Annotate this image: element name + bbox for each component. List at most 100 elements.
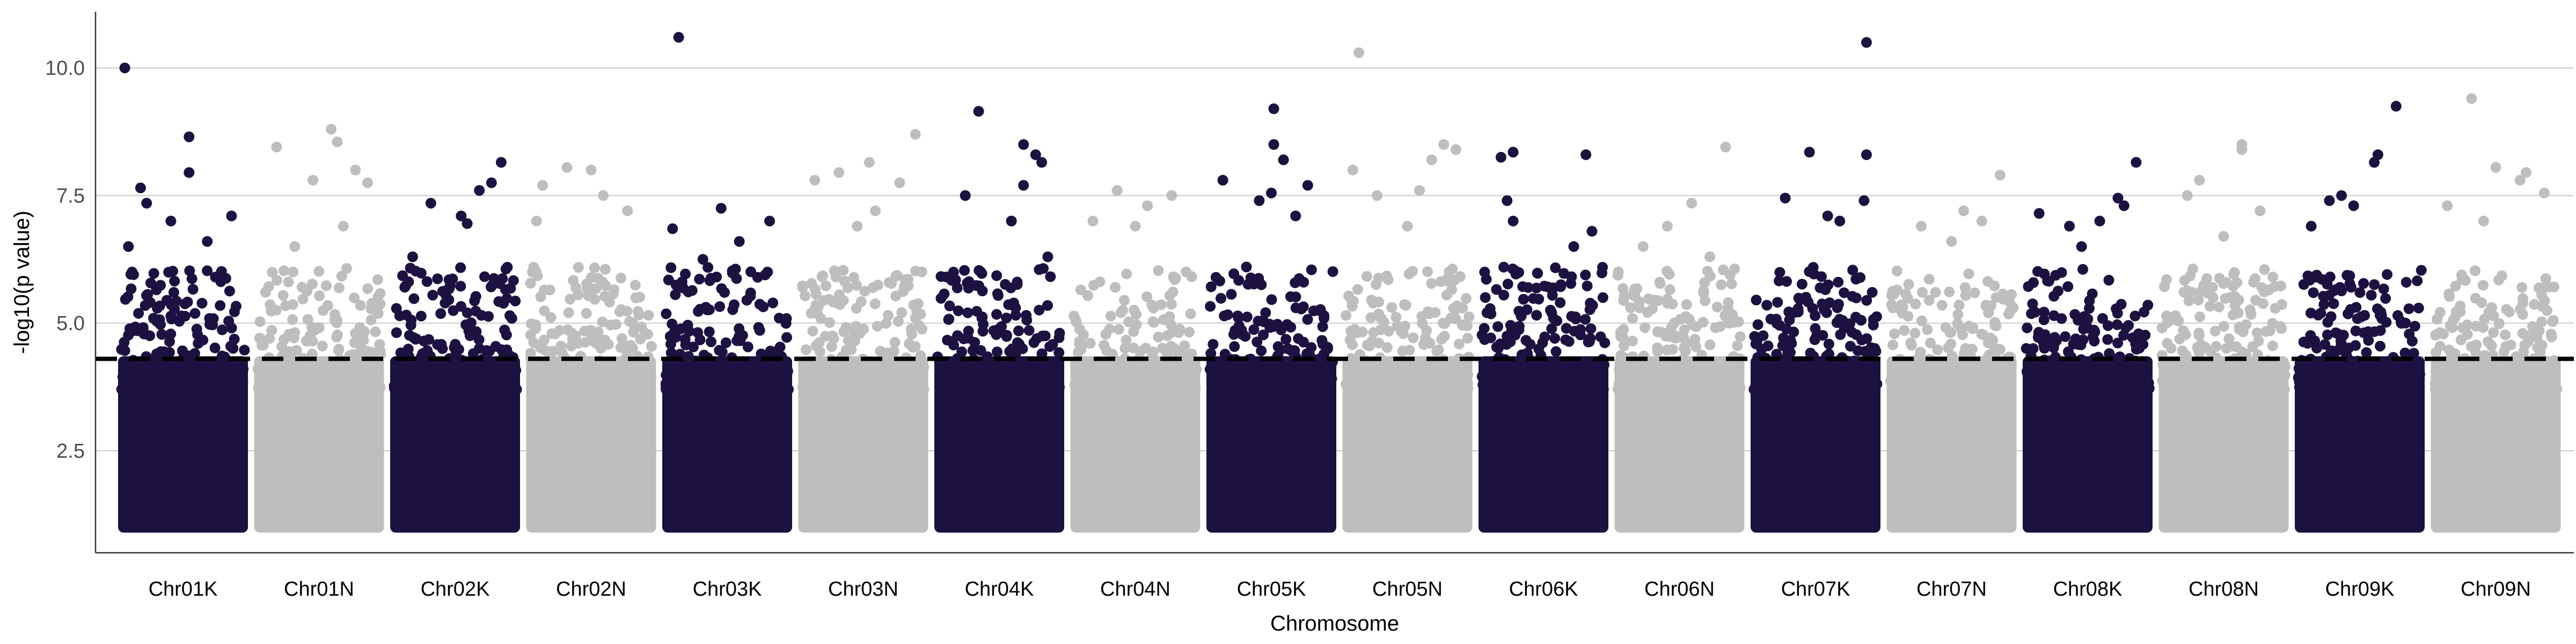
point-Chr03N-50 [872, 358, 883, 370]
top-hit-Chr03K-3 [764, 215, 775, 226]
point-Chr07K-150 [1855, 272, 1866, 283]
point-block-Chr03N [798, 356, 928, 533]
series-Chr07N [1885, 170, 2019, 533]
point-Chr04N-56 [1121, 334, 1132, 346]
point-Chr04N-190 [1166, 299, 1177, 310]
point-Chr05K-218 [1224, 378, 1235, 389]
point-Chr05N-181 [1400, 377, 1411, 389]
point-Chr07N-176 [1923, 383, 1934, 394]
point-Chr04K-210 [991, 383, 1002, 394]
point-Chr08N-209 [2267, 272, 2279, 283]
point-Chr09K-209 [2298, 336, 2309, 348]
point-Chr01K-212 [182, 380, 194, 392]
top-hit-Chr07N-3 [1946, 236, 1957, 247]
point-Chr08K-94 [2139, 306, 2150, 318]
point-Chr06K-170 [1520, 335, 1532, 346]
point-Chr06K-194 [1575, 330, 1586, 341]
point-Chr05K-122 [1216, 292, 1227, 304]
point-Chr07N-219 [1980, 299, 1992, 311]
point-Chr02K-137 [476, 310, 487, 321]
point-Chr04K-115 [1045, 271, 1056, 282]
point-Chr06N-131 [1679, 324, 1690, 335]
top-hit-Chr05N-2 [1438, 139, 1450, 150]
point-Chr01N-189 [352, 371, 363, 383]
point-Chr05K-191 [1233, 275, 1245, 286]
point-Chr09N-149 [2489, 383, 2500, 394]
point-Chr07N-213 [1942, 358, 1953, 369]
point-Chr06K-61 [1550, 346, 1562, 357]
point-Chr04N-184 [1186, 348, 1197, 360]
point-Chr09N-178 [2477, 384, 2488, 395]
point-Chr02N-75 [573, 262, 584, 273]
point-Chr08K-8 [2038, 306, 2050, 318]
point-block-Chr02K [390, 356, 520, 533]
point-Chr05K-203 [1253, 273, 1264, 284]
top-hit-Chr02K-2 [474, 185, 485, 196]
point-Chr03N-177 [869, 298, 881, 310]
point-Chr03K-132 [663, 274, 674, 286]
point-Chr08N-140 [2175, 364, 2186, 376]
point-Chr02N-180 [609, 284, 620, 295]
point-Chr02K-131 [501, 293, 513, 304]
point-Chr05N-138 [1421, 325, 1432, 336]
point-Chr08K-215 [2038, 376, 2049, 387]
series-Chr09K [2293, 100, 2427, 533]
point-Chr01N-199 [254, 316, 266, 327]
point-Chr02N-35 [643, 310, 654, 321]
point-Chr08K-155 [2084, 295, 2095, 306]
point-Chr05K-15 [1306, 264, 1317, 275]
top-hit-Chr09N-1 [2490, 162, 2501, 173]
point-Chr06K-167 [1599, 337, 1611, 348]
point-Chr07K-183 [1850, 329, 1862, 340]
point-Chr04N-214 [1125, 360, 1137, 371]
point-Chr04K-170 [1027, 378, 1038, 389]
top-hit-Chr04N-3 [1087, 215, 1099, 226]
point-Chr09N-191 [2478, 280, 2489, 291]
point-Chr04N-137 [1155, 299, 1167, 310]
point-Chr07N-165 [1899, 325, 1910, 336]
point-Chr06K-12 [1531, 310, 1542, 321]
point-Chr05N-83 [1373, 272, 1384, 283]
point-Chr08K-203 [2061, 382, 2072, 393]
point-Chr03K-137 [781, 383, 793, 394]
point-Chr06K-66 [1546, 323, 1557, 334]
point-Chr01N-156 [314, 290, 325, 302]
point-Chr08N-94 [2223, 364, 2235, 375]
point-Chr01K-148 [133, 308, 144, 319]
point-Chr02K-65 [415, 310, 427, 321]
point-Chr06N-154 [1726, 278, 1737, 289]
top-hit-Chr04K-3 [1036, 157, 1048, 168]
point-Chr01N-195 [301, 335, 312, 347]
x-tick-label-Chr02K: Chr02K [421, 578, 490, 601]
point-Chr03K-154 [667, 318, 678, 330]
point-Chr03N-179 [889, 336, 901, 348]
point-Chr01K-35 [189, 308, 201, 319]
point-Chr02N-210 [620, 341, 632, 352]
point-Chr08K-141 [2055, 365, 2067, 376]
x-tick-label-Chr01N: Chr01N [284, 578, 354, 601]
x-tick-label-Chr01K: Chr01K [149, 578, 218, 601]
point-Chr07K-159 [1792, 306, 1804, 318]
series-Chr02K [389, 157, 522, 533]
point-Chr05K-136 [1309, 383, 1320, 394]
point-Chr06N-190 [1704, 374, 1715, 385]
point-Chr09N-68 [2470, 320, 2482, 332]
point-Chr08K-128 [2032, 266, 2044, 277]
point-Chr09N-212 [2468, 384, 2479, 395]
top-hit-Chr01N-6 [338, 221, 349, 232]
point-Chr08N-107 [2207, 292, 2219, 303]
point-Chr06N-160 [1700, 295, 1711, 306]
top-hit-Chr05K-1 [1268, 139, 1279, 150]
point-Chr07N-121 [1922, 324, 1933, 335]
point-Chr03N-40 [892, 316, 904, 327]
point-Chr07N-202 [1893, 374, 1905, 385]
point-Chr09K-145 [2412, 275, 2423, 287]
point-Chr09K-179 [2309, 335, 2321, 347]
point-Chr06K-78 [1523, 282, 1534, 293]
top-hit-Chr08K-6 [2076, 241, 2087, 252]
point-Chr02K-169 [405, 262, 416, 274]
point-Chr05N-212 [1460, 293, 1472, 304]
top-hit-Chr08N-4 [2255, 205, 2266, 216]
point-Chr07N-113 [1909, 327, 1921, 339]
point-Chr03K-206 [735, 383, 746, 394]
